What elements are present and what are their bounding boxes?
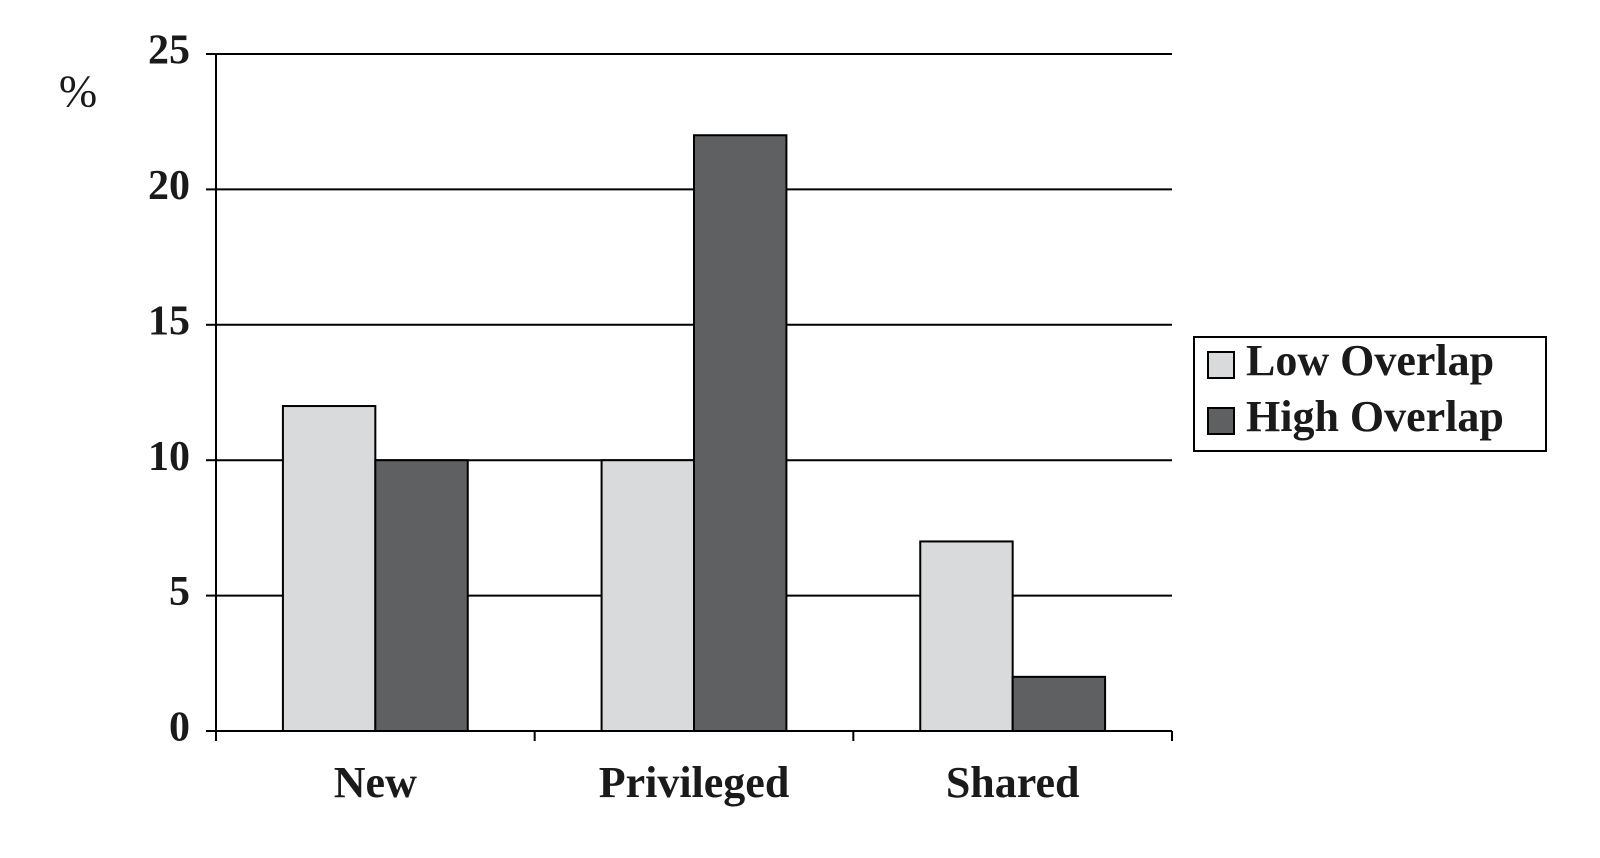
y-tick-label: 20 <box>148 163 190 209</box>
y-tick-label: 25 <box>148 28 190 74</box>
legend-swatch <box>1207 351 1235 379</box>
bar <box>600 459 695 732</box>
bar <box>693 134 788 733</box>
y-tick-label: 0 <box>169 705 190 751</box>
legend-label: High Overlap <box>1246 392 1504 441</box>
x-tick-label: Privileged <box>599 758 790 807</box>
bar <box>281 405 377 732</box>
bar <box>374 459 469 732</box>
bar <box>1011 675 1107 733</box>
legend-box <box>1193 336 1547 452</box>
y-tick-label: 10 <box>148 434 190 480</box>
legend-swatch <box>1207 407 1235 435</box>
x-tick-label: Shared <box>946 758 1080 807</box>
y-tick-label: 5 <box>169 569 190 615</box>
y-axis-label: % <box>59 66 97 117</box>
y-tick-label: 15 <box>148 298 190 344</box>
x-tick-label: New <box>334 758 417 807</box>
bar <box>919 540 1014 732</box>
legend-label: Low Overlap <box>1246 336 1494 385</box>
